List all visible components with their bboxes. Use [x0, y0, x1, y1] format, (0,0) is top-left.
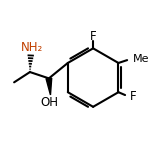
Text: F: F — [90, 30, 96, 43]
Text: Me: Me — [133, 54, 150, 64]
Polygon shape — [46, 78, 52, 95]
Text: F: F — [130, 90, 137, 103]
Text: NH₂: NH₂ — [20, 41, 43, 54]
Text: OH: OH — [40, 96, 58, 109]
